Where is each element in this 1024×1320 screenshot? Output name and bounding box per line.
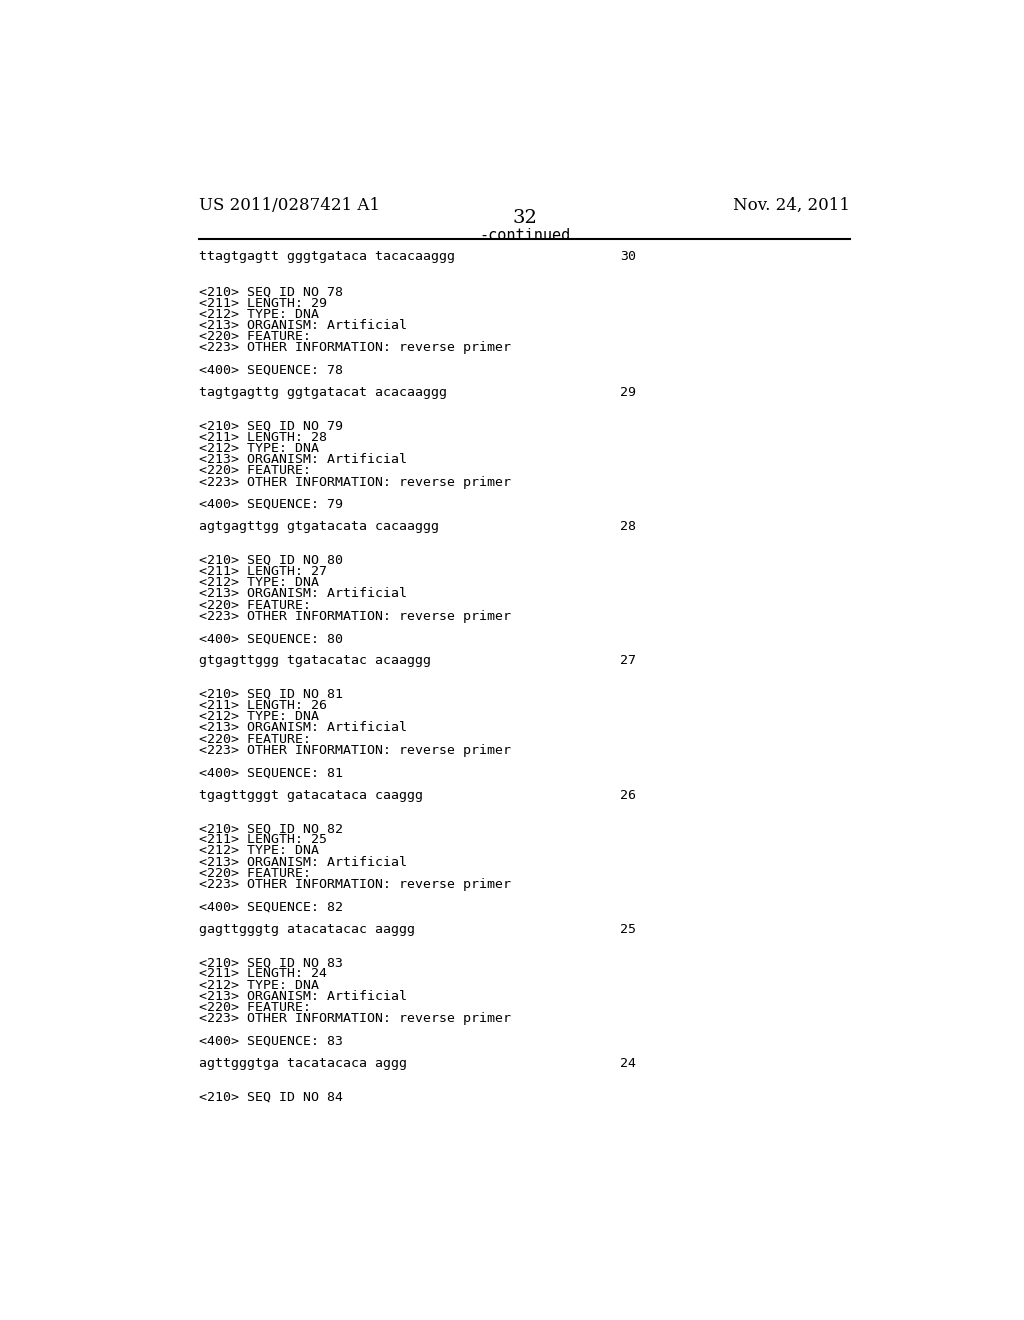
Text: 30: 30 — [620, 249, 636, 263]
Text: ttagtgagtt gggtgataca tacacaaggg: ttagtgagtt gggtgataca tacacaaggg — [200, 249, 456, 263]
Text: tagtgagttg ggtgatacat acacaaggg: tagtgagttg ggtgatacat acacaaggg — [200, 385, 447, 399]
Text: <210> SEQ ID NO 80: <210> SEQ ID NO 80 — [200, 554, 343, 566]
Text: <212> TYPE: DNA: <212> TYPE: DNA — [200, 710, 319, 723]
Text: 32: 32 — [512, 210, 538, 227]
Text: <211> LENGTH: 28: <211> LENGTH: 28 — [200, 430, 328, 444]
Text: <211> LENGTH: 29: <211> LENGTH: 29 — [200, 297, 328, 310]
Text: <211> LENGTH: 24: <211> LENGTH: 24 — [200, 968, 328, 981]
Text: 24: 24 — [620, 1057, 636, 1071]
Text: agttgggtga tacatacaca aggg: agttgggtga tacatacaca aggg — [200, 1057, 408, 1071]
Text: <211> LENGTH: 26: <211> LENGTH: 26 — [200, 700, 328, 711]
Text: <212> TYPE: DNA: <212> TYPE: DNA — [200, 576, 319, 589]
Text: <213> ORGANISM: Artificial: <213> ORGANISM: Artificial — [200, 453, 408, 466]
Text: tgagttgggt gatacataca caaggg: tgagttgggt gatacataca caaggg — [200, 788, 424, 801]
Text: <210> SEQ ID NO 82: <210> SEQ ID NO 82 — [200, 822, 343, 836]
Text: <220> FEATURE:: <220> FEATURE: — [200, 867, 311, 880]
Text: <400> SEQUENCE: 79: <400> SEQUENCE: 79 — [200, 498, 343, 511]
Text: <213> ORGANISM: Artificial: <213> ORGANISM: Artificial — [200, 855, 408, 869]
Text: <210> SEQ ID NO 84: <210> SEQ ID NO 84 — [200, 1090, 343, 1104]
Text: <211> LENGTH: 27: <211> LENGTH: 27 — [200, 565, 328, 578]
Text: <223> OTHER INFORMATION: reverse primer: <223> OTHER INFORMATION: reverse primer — [200, 878, 511, 891]
Text: -continued: -continued — [479, 227, 570, 243]
Text: <223> OTHER INFORMATION: reverse primer: <223> OTHER INFORMATION: reverse primer — [200, 342, 511, 354]
Text: <212> TYPE: DNA: <212> TYPE: DNA — [200, 978, 319, 991]
Text: <220> FEATURE:: <220> FEATURE: — [200, 330, 311, 343]
Text: <213> ORGANISM: Artificial: <213> ORGANISM: Artificial — [200, 722, 408, 734]
Text: gagttgggtg atacatacac aaggg: gagttgggtg atacatacac aaggg — [200, 923, 416, 936]
Text: <400> SEQUENCE: 83: <400> SEQUENCE: 83 — [200, 1035, 343, 1048]
Text: <400> SEQUENCE: 82: <400> SEQUENCE: 82 — [200, 900, 343, 913]
Text: <212> TYPE: DNA: <212> TYPE: DNA — [200, 308, 319, 321]
Text: <220> FEATURE:: <220> FEATURE: — [200, 465, 311, 478]
Text: <210> SEQ ID NO 81: <210> SEQ ID NO 81 — [200, 688, 343, 701]
Text: <210> SEQ ID NO 78: <210> SEQ ID NO 78 — [200, 285, 343, 298]
Text: <213> ORGANISM: Artificial: <213> ORGANISM: Artificial — [200, 587, 408, 601]
Text: <400> SEQUENCE: 78: <400> SEQUENCE: 78 — [200, 364, 343, 376]
Text: <211> LENGTH: 25: <211> LENGTH: 25 — [200, 833, 328, 846]
Text: <213> ORGANISM: Artificial: <213> ORGANISM: Artificial — [200, 319, 408, 333]
Text: <213> ORGANISM: Artificial: <213> ORGANISM: Artificial — [200, 990, 408, 1003]
Text: <220> FEATURE:: <220> FEATURE: — [200, 1001, 311, 1014]
Text: <212> TYPE: DNA: <212> TYPE: DNA — [200, 845, 319, 858]
Text: Nov. 24, 2011: Nov. 24, 2011 — [733, 197, 850, 214]
Text: <210> SEQ ID NO 83: <210> SEQ ID NO 83 — [200, 956, 343, 969]
Text: agtgagttgg gtgatacata cacaaggg: agtgagttgg gtgatacata cacaaggg — [200, 520, 439, 533]
Text: <212> TYPE: DNA: <212> TYPE: DNA — [200, 442, 319, 455]
Text: <220> FEATURE:: <220> FEATURE: — [200, 598, 311, 611]
Text: <220> FEATURE:: <220> FEATURE: — [200, 733, 311, 746]
Text: <400> SEQUENCE: 80: <400> SEQUENCE: 80 — [200, 632, 343, 645]
Text: 28: 28 — [620, 520, 636, 533]
Text: <223> OTHER INFORMATION: reverse primer: <223> OTHER INFORMATION: reverse primer — [200, 744, 511, 756]
Text: <223> OTHER INFORMATION: reverse primer: <223> OTHER INFORMATION: reverse primer — [200, 475, 511, 488]
Text: 29: 29 — [620, 385, 636, 399]
Text: <400> SEQUENCE: 81: <400> SEQUENCE: 81 — [200, 766, 343, 779]
Text: gtgagttggg tgatacatac acaaggg: gtgagttggg tgatacatac acaaggg — [200, 655, 431, 668]
Text: <223> OTHER INFORMATION: reverse primer: <223> OTHER INFORMATION: reverse primer — [200, 1012, 511, 1026]
Text: <210> SEQ ID NO 79: <210> SEQ ID NO 79 — [200, 420, 343, 433]
Text: US 2011/0287421 A1: US 2011/0287421 A1 — [200, 197, 381, 214]
Text: 26: 26 — [620, 788, 636, 801]
Text: 25: 25 — [620, 923, 636, 936]
Text: 27: 27 — [620, 655, 636, 668]
Text: <223> OTHER INFORMATION: reverse primer: <223> OTHER INFORMATION: reverse primer — [200, 610, 511, 623]
